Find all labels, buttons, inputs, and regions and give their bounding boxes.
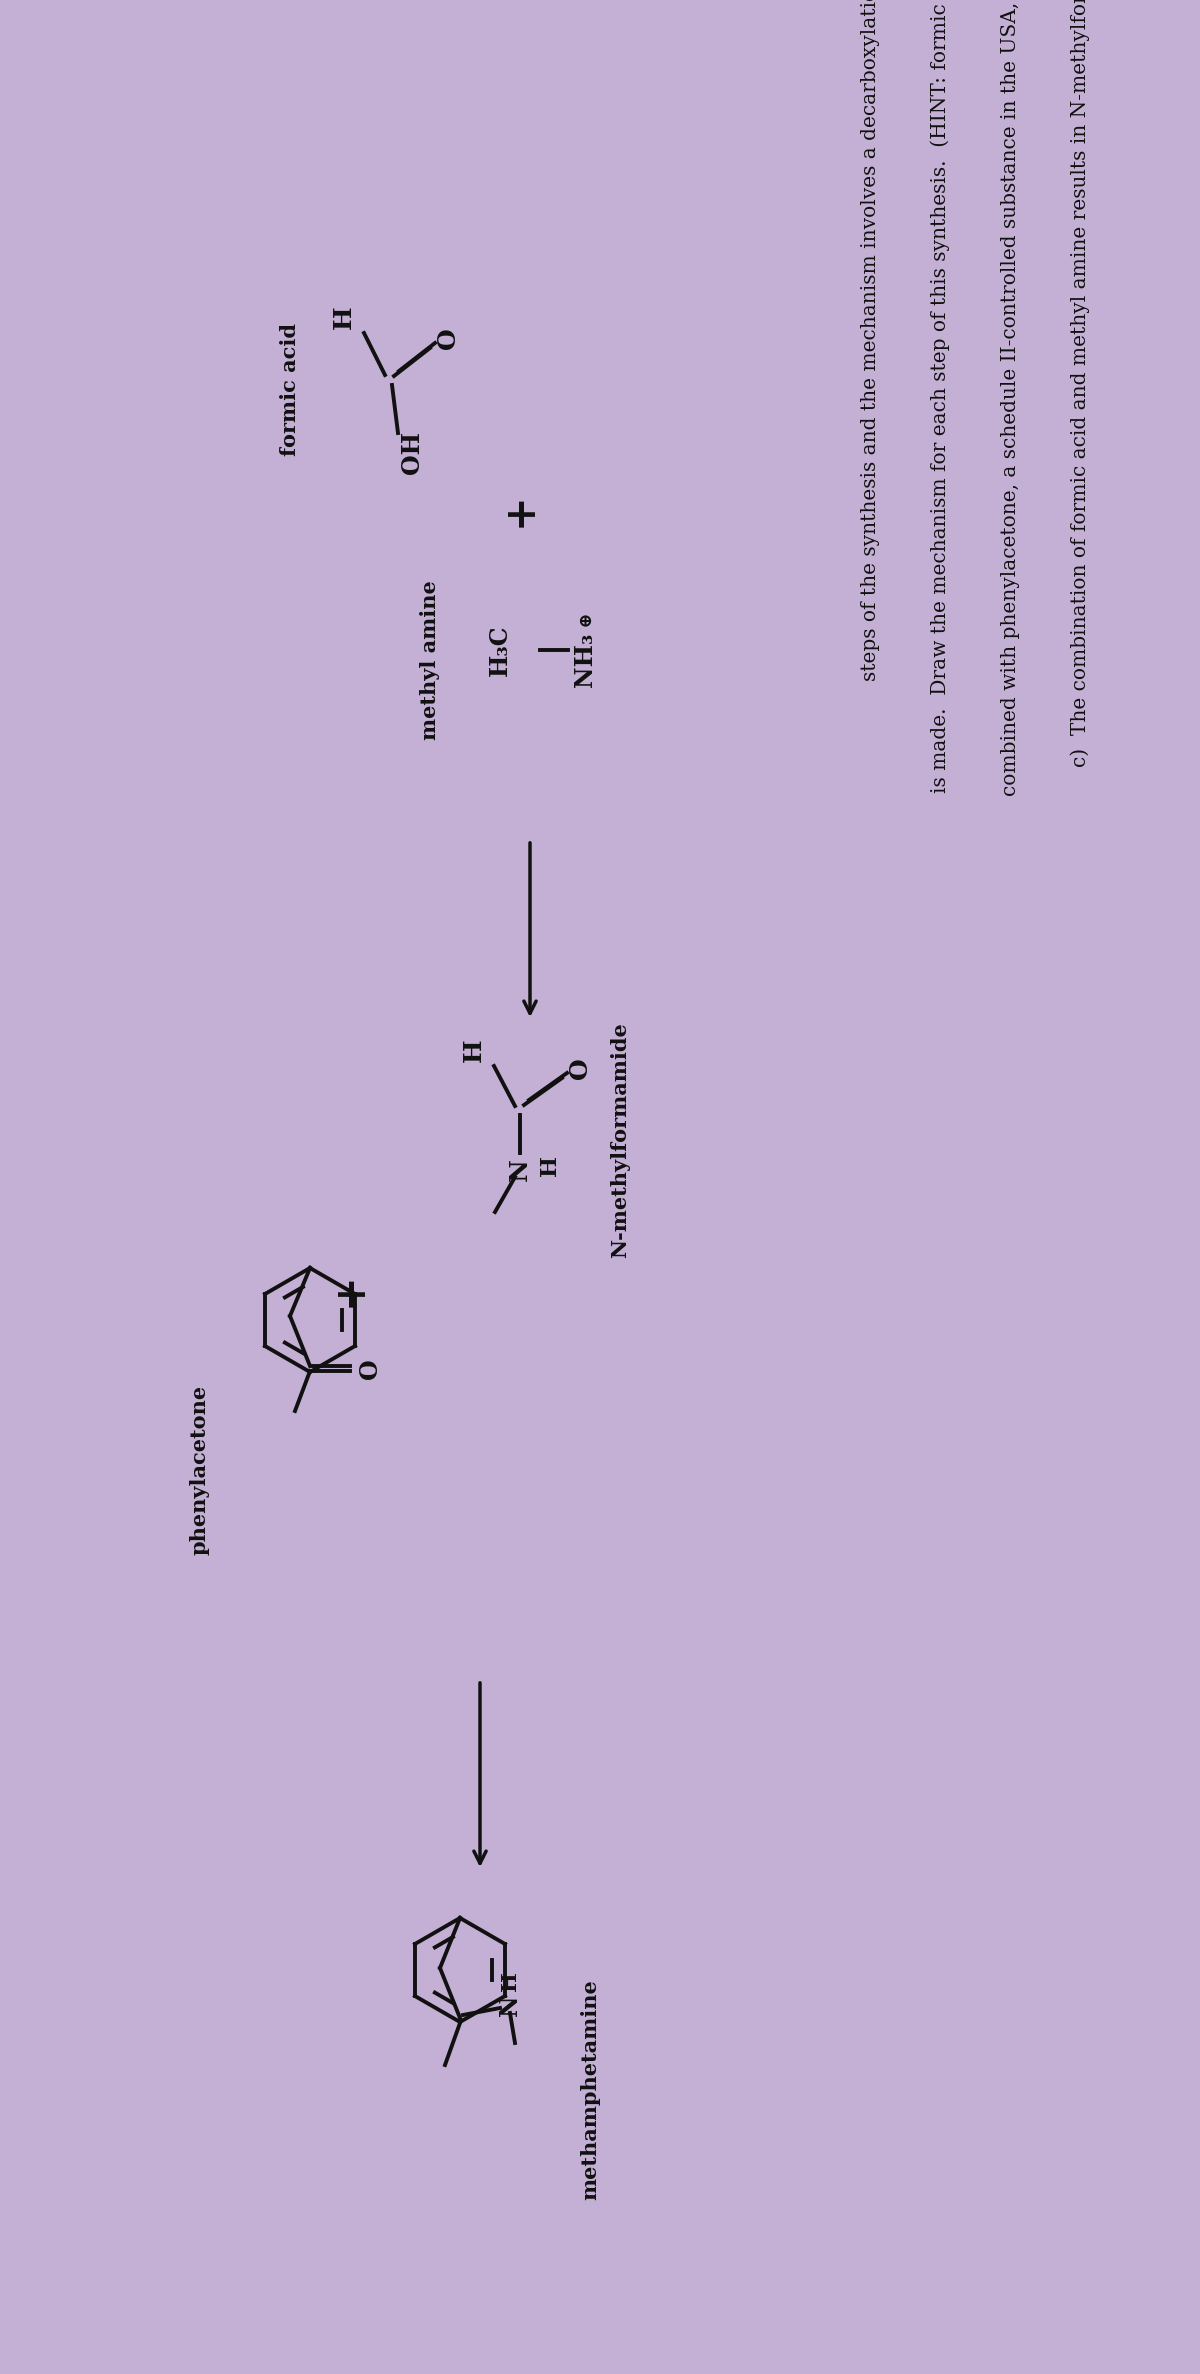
Text: OH: OH [400, 432, 424, 475]
Text: N-methylformamide: N-methylformamide [610, 1023, 630, 1258]
Text: H: H [539, 1154, 562, 1175]
Text: combined with phenylacetone, a schedule II-controlled substance in the USA, meth: combined with phenylacetone, a schedule … [1001, 0, 1020, 795]
Text: H: H [332, 306, 356, 330]
Text: +: + [499, 494, 541, 527]
Text: phenylacetone: phenylacetone [190, 1384, 210, 1555]
Text: H₃C: H₃C [488, 624, 512, 677]
Text: N: N [498, 1994, 522, 2016]
Text: is made.  Draw the mechanism for each step of this synthesis.  (HINT: formic aci: is made. Draw the mechanism for each ste… [930, 0, 950, 793]
Text: NH₃: NH₃ [574, 634, 598, 686]
Text: +: + [329, 1272, 371, 1308]
Text: methamphetamine: methamphetamine [580, 1980, 600, 2201]
Text: O: O [358, 1358, 382, 1379]
Text: steps of the synthesis and the mechanism involves a decarboxylation step): steps of the synthesis and the mechanism… [860, 0, 880, 681]
Text: O: O [436, 328, 460, 349]
Text: methyl amine: methyl amine [420, 579, 440, 741]
Text: ⊕: ⊕ [577, 612, 593, 631]
Text: O: O [568, 1056, 592, 1078]
Text: formic acid: formic acid [280, 323, 300, 456]
Text: H: H [462, 1037, 486, 1061]
Text: N: N [508, 1159, 532, 1182]
Text: c)  The combination of formic acid and methyl amine results in N-methylformamide: c) The combination of formic acid and me… [1070, 0, 1090, 767]
Text: H: H [500, 1970, 520, 1992]
